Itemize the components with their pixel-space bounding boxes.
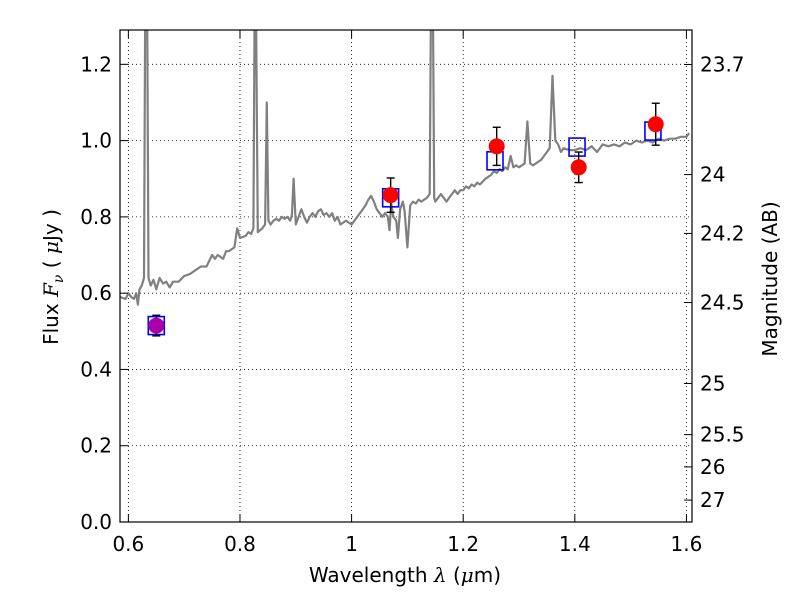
- y2-tick-label: 25.5: [700, 423, 745, 447]
- y2-tick-label: 26: [700, 455, 725, 479]
- y-tick-label: 0.8: [80, 205, 112, 229]
- y-axis-label: Flux Fν ( μJy ): [39, 209, 67, 345]
- x-axis-label: Wavelength λ (μm): [309, 563, 501, 587]
- y-tick-label: 1.2: [80, 52, 112, 76]
- y-tick-label: 0.6: [80, 281, 112, 305]
- y-tick-label: 0.0: [80, 510, 112, 534]
- model-point-square: [568, 137, 586, 157]
- observed-point: [148, 317, 165, 334]
- plot-frame: [119, 29, 693, 523]
- y2-axis-label: Magnitude (AB): [758, 201, 782, 356]
- y-tick-label: 1.0: [80, 129, 112, 153]
- observed-point: [382, 187, 399, 204]
- y-tick-label: 0.2: [80, 434, 112, 458]
- y2-tick-label: 24.2: [700, 221, 745, 245]
- x-tick-label: 0.8: [224, 532, 256, 556]
- spectrum-series: [120, 30, 691, 306]
- x-tick-label: 1: [345, 532, 358, 556]
- x-tick-label: 0.6: [112, 532, 144, 556]
- axis-ticks: 0.6 0.8 1 1.2 1.4 1.6 0.0 0.2 0.4 0.6 0.8 1.0 1.2 23.…: [80, 30, 745, 556]
- observed-point: [647, 116, 664, 133]
- spectrum-line: [120, 30, 691, 306]
- y2-tick-label: 23.7: [700, 53, 745, 77]
- observed-point: [488, 138, 505, 155]
- x-tick-label: 1.2: [447, 532, 479, 556]
- y2-tick-label: 24: [700, 163, 725, 187]
- observed-point: [570, 159, 587, 176]
- x-tick-label: 1.4: [559, 532, 591, 556]
- y2-tick-label: 24.5: [700, 291, 745, 315]
- x-tick-label: 1.6: [671, 532, 703, 556]
- y2-tick-label: 27: [700, 488, 725, 512]
- y-tick-label: 0.4: [80, 357, 112, 381]
- y2-tick-label: 25: [700, 372, 725, 396]
- observed-points-series: [148, 102, 664, 337]
